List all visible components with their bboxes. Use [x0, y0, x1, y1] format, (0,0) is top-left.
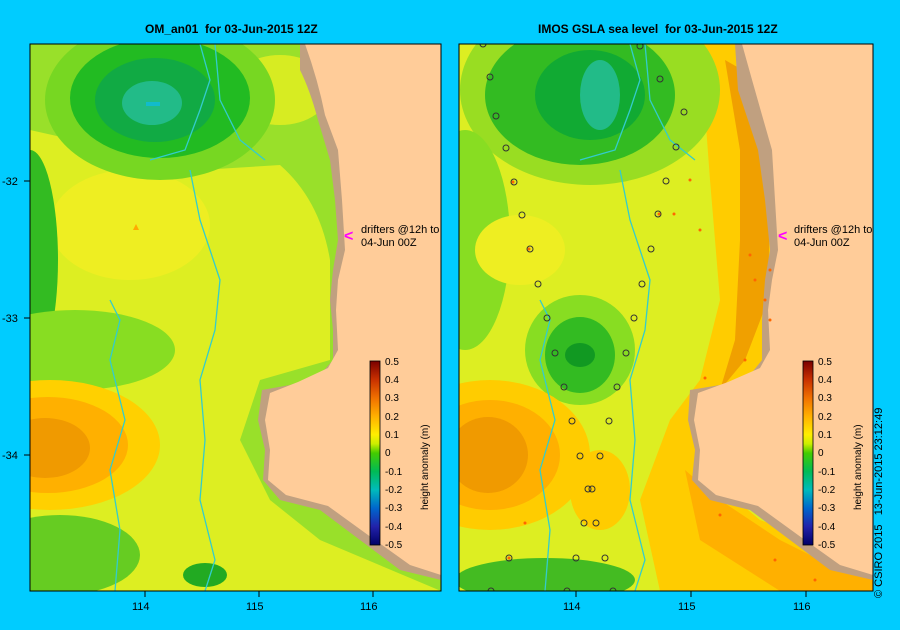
left-panel-title: OM_an01 for 03-Jun-2015 12Z	[145, 22, 318, 36]
lon-tick-label: 115	[246, 601, 264, 613]
lon-tick-label: 116	[793, 601, 811, 613]
colorbar-tick-label: -0.2	[385, 485, 403, 496]
latitude-axis: -32 -33 -34	[2, 176, 30, 462]
colorbar-tick-label: 0.4	[385, 375, 399, 386]
lon-tick-label: 114	[563, 601, 581, 613]
lat-tick-label: -34	[2, 450, 18, 462]
colorbar-tick-label: 0.5	[818, 357, 832, 368]
lon-tick-label: 115	[678, 601, 696, 613]
colorbar-tick-label: 0.2	[385, 412, 399, 423]
colorbar-tick-label: 0	[385, 448, 391, 459]
lat-tick-label: -32	[2, 176, 18, 188]
left-colorbar: 0.5 0.4 0.3 0.2 0.1 0 -0.1 -0.2 -0.3 -0.…	[369, 357, 431, 551]
right-colorbar-label: height anomaly (m)	[853, 424, 864, 510]
right-colorbar: 0.5 0.4 0.3 0.2 0.1 0 -0.1 -0.2 -0.3 -0.…	[802, 357, 864, 551]
left-colorbar-label: height anomaly (m)	[420, 424, 431, 510]
lon-tick-label: 114	[132, 601, 150, 613]
colorbar-tick-label: -0.1	[818, 467, 836, 478]
credit-text: © CSIRO 2015 13-Jun-2015 23:12:49	[873, 407, 885, 598]
longitude-axis-right: 114 115 116	[563, 591, 811, 613]
colorbar-tick-label: 0.3	[818, 393, 832, 404]
colorbar-tick-label: 0.1	[385, 430, 399, 441]
colorbar-tick-label: 0.2	[818, 412, 832, 423]
right-annotation-line2: 04-Jun 00Z	[794, 237, 850, 249]
colorbar-tick-label: 0.4	[818, 375, 832, 386]
right-panel-title: IMOS GSLA sea level for 03-Jun-2015 12Z	[538, 22, 778, 36]
left-annotation-line1: drifters @12h to	[361, 224, 439, 236]
colorbar-tick-label: 0.3	[385, 393, 399, 404]
right-annotation-line1: drifters @12h to	[794, 224, 872, 236]
colorbar-tick-label: -0.5	[385, 540, 403, 551]
colorbar-tick-label: -0.3	[385, 503, 403, 514]
colorbar-tick-label: -0.2	[818, 485, 836, 496]
colorbar-tick-label: -0.1	[385, 467, 403, 478]
left-annotation-line2: 04-Jun 00Z	[361, 237, 417, 249]
left-map-area	[30, 44, 441, 591]
left-drifter-arrow-icon: <	[344, 228, 353, 245]
colorbar-tick-label: -0.3	[818, 503, 836, 514]
colorbar-tick-label: -0.4	[818, 522, 836, 533]
colorbar-tick-label: -0.5	[818, 540, 836, 551]
colorbar-tick-label: 0.5	[385, 357, 399, 368]
lat-tick-label: -33	[2, 313, 18, 325]
lon-tick-label: 116	[360, 601, 378, 613]
colorbar-tick-label: -0.4	[385, 522, 403, 533]
colorbar-tick-label: 0.1	[818, 430, 832, 441]
right-drifter-arrow-icon: <	[778, 228, 787, 245]
colorbar-tick-label: 0	[818, 448, 824, 459]
longitude-axis-left: 114 115 116	[132, 591, 378, 613]
right-map-area	[459, 44, 873, 591]
